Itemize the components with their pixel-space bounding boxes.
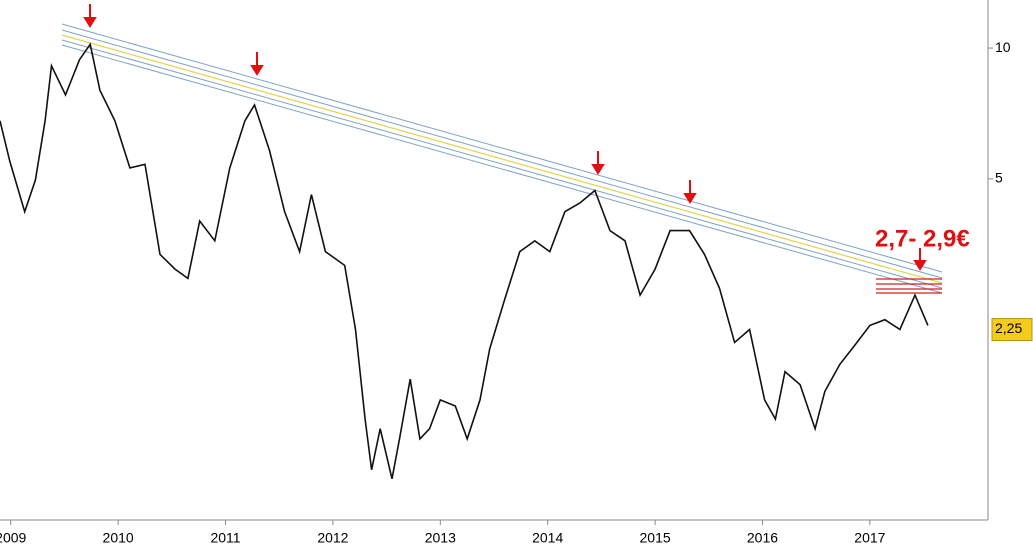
- x-tick-label: 2009: [0, 530, 27, 546]
- x-tick-label: 2010: [103, 530, 134, 546]
- x-tick-label: 2013: [425, 530, 456, 546]
- annotation: 2,7- 2,9€: [875, 225, 970, 252]
- y-tick-label: 5: [995, 170, 1003, 186]
- x-tick-label: 2014: [532, 530, 563, 546]
- trend-line: [61, 44, 943, 294]
- trend-channel: [61, 23, 943, 294]
- trend-line: [61, 29, 943, 279]
- y-tick-label: 10: [995, 39, 1011, 55]
- arrow-head: [591, 164, 605, 175]
- price-marker-label: 2,25: [995, 320, 1022, 336]
- x-tick-label: 2011: [210, 530, 240, 546]
- price-line: [0, 42, 929, 479]
- trend-line: [61, 34, 943, 284]
- arrows: [83, 4, 927, 271]
- arrow-head: [913, 260, 927, 271]
- x-tick-label: 2012: [317, 530, 348, 546]
- arrow-head: [683, 193, 697, 204]
- arrow-head: [83, 17, 97, 28]
- resistance-zone: [876, 278, 942, 294]
- x-tick-label: 2017: [854, 530, 885, 546]
- x-tick-label: 2016: [747, 530, 778, 546]
- arrow-head: [250, 65, 264, 76]
- trend-line: [61, 23, 943, 273]
- trend-line: [61, 39, 943, 289]
- price-marker: [991, 318, 1033, 342]
- x-tick-label: 2015: [640, 530, 671, 546]
